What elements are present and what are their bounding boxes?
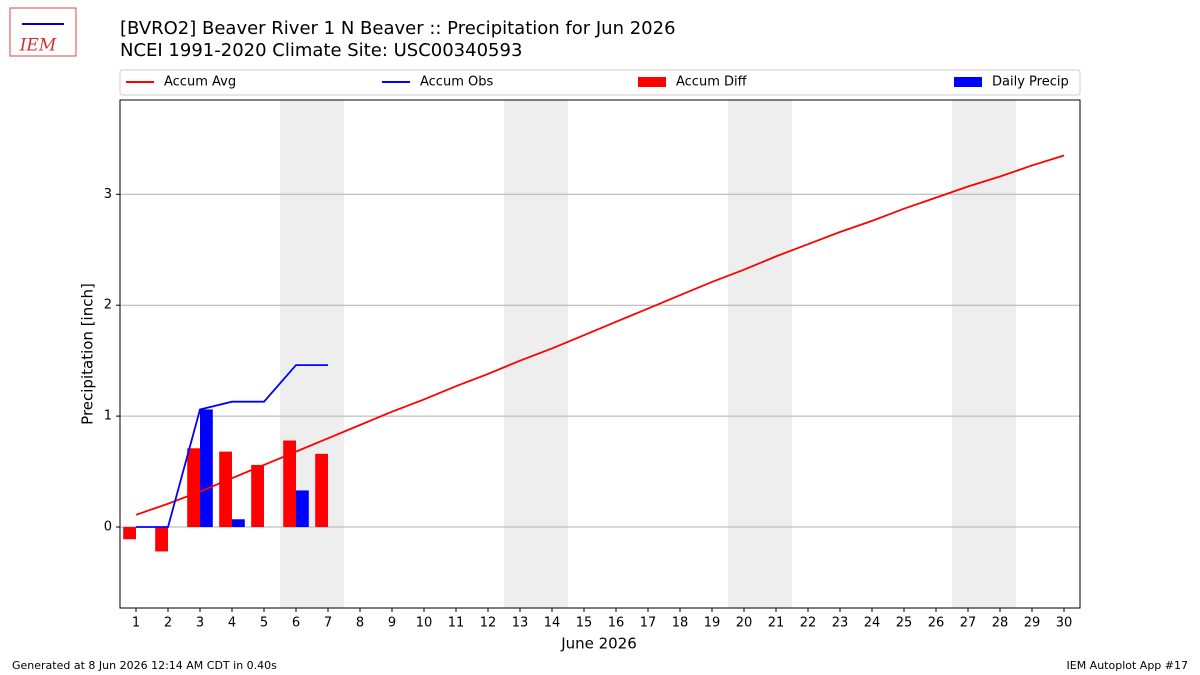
- x-tick-label: 11: [448, 616, 465, 631]
- x-tick-label: 1: [132, 616, 140, 631]
- x-tick-label: 23: [832, 616, 849, 631]
- x-tick-label: 9: [388, 616, 396, 631]
- bar: [155, 527, 168, 552]
- y-tick-label: 0: [104, 520, 112, 535]
- y-tick-label: 3: [104, 187, 112, 202]
- x-tick-label: 8: [356, 616, 364, 631]
- x-tick-label: 28: [992, 616, 1009, 631]
- chart-title: [BVRO2] Beaver River 1 N Beaver :: Preci…: [120, 18, 676, 39]
- legend-swatch: [954, 77, 982, 87]
- x-tick-label: 7: [324, 616, 332, 631]
- logo-outline: [9, 7, 77, 57]
- x-tick-label: 24: [864, 616, 881, 631]
- bar: [123, 527, 136, 540]
- plot-frame: [119, 99, 1081, 609]
- x-tick-label: 5: [260, 616, 268, 631]
- x-tick-label: 2: [164, 616, 172, 631]
- footer-left: Generated at 8 Jun 2026 12:14 AM CDT in …: [12, 659, 277, 672]
- bar: [200, 409, 213, 528]
- bar: [283, 440, 296, 528]
- x-tick-label: 26: [928, 616, 945, 631]
- x-tick-label: 20: [736, 616, 753, 631]
- x-tick-label: 29: [1024, 616, 1041, 631]
- x-tick-label: 16: [608, 616, 625, 631]
- footer-right: IEM Autoplot App #17: [1067, 659, 1189, 672]
- legend-label: Accum Obs: [420, 75, 493, 90]
- series-line: [136, 364, 328, 528]
- x-tick-label: 21: [768, 616, 785, 631]
- legend-label: Daily Precip: [992, 75, 1069, 90]
- weekend-shade: [728, 100, 792, 608]
- x-tick-label: 3: [196, 616, 204, 631]
- legend-label: Accum Avg: [164, 75, 236, 90]
- y-tick-label: 2: [104, 298, 112, 313]
- x-tick-label: 22: [800, 616, 817, 631]
- weekend-shade: [952, 100, 1016, 608]
- series-line: [135, 154, 1065, 516]
- legend-swatch: [638, 77, 666, 87]
- weekend-shade: [280, 100, 344, 608]
- logo-text: IEM: [19, 36, 57, 56]
- bar: [187, 448, 200, 528]
- y-axis-label: Precipitation [inch]: [79, 283, 97, 425]
- x-tick-label: 4: [228, 616, 236, 631]
- x-tick-label: 6: [292, 616, 300, 631]
- x-tick-label: 30: [1056, 616, 1073, 631]
- bar: [315, 453, 328, 528]
- x-tick-label: 13: [512, 616, 529, 631]
- x-tick-label: 17: [640, 616, 657, 631]
- bar: [232, 519, 245, 528]
- x-tick-label: 25: [896, 616, 913, 631]
- x-tick-label: 12: [480, 616, 497, 631]
- y-tick-label: 1: [104, 409, 112, 424]
- legend-label: Accum Diff: [676, 75, 748, 90]
- x-tick-label: 19: [704, 616, 721, 631]
- x-tick-label: 14: [544, 616, 561, 631]
- chart-subtitle: NCEI 1991-2020 Climate Site: USC00340593: [120, 40, 522, 61]
- x-tick-label: 18: [672, 616, 689, 631]
- x-tick-label: 10: [416, 616, 433, 631]
- legend-box: [119, 69, 1081, 96]
- bar: [296, 490, 309, 528]
- x-tick-label: 15: [576, 616, 593, 631]
- bar: [251, 464, 264, 528]
- bar: [219, 451, 232, 528]
- x-tick-label: 27: [960, 616, 977, 631]
- x-axis-label: June 2026: [560, 635, 637, 653]
